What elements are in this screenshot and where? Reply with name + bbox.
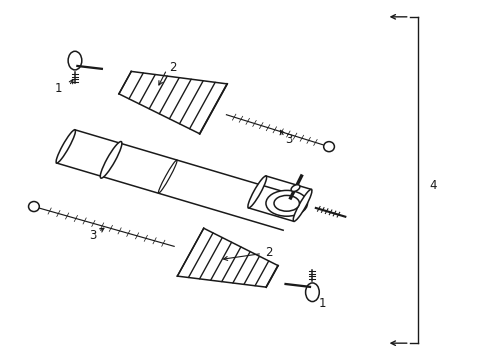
Text: 4: 4 bbox=[429, 179, 437, 192]
Ellipse shape bbox=[291, 185, 300, 192]
Text: 3: 3 bbox=[285, 133, 293, 146]
Text: 2: 2 bbox=[265, 246, 272, 259]
Ellipse shape bbox=[274, 195, 299, 211]
Ellipse shape bbox=[324, 141, 334, 152]
Ellipse shape bbox=[56, 130, 75, 163]
Ellipse shape bbox=[266, 190, 308, 216]
Ellipse shape bbox=[100, 141, 122, 178]
Ellipse shape bbox=[293, 189, 312, 221]
Ellipse shape bbox=[306, 283, 319, 302]
Ellipse shape bbox=[158, 160, 177, 193]
Text: 1: 1 bbox=[54, 82, 62, 95]
Text: 3: 3 bbox=[89, 229, 96, 242]
Text: 1: 1 bbox=[318, 297, 326, 310]
Text: 2: 2 bbox=[169, 60, 176, 73]
Ellipse shape bbox=[248, 176, 267, 208]
Ellipse shape bbox=[28, 202, 39, 212]
Ellipse shape bbox=[68, 51, 82, 70]
